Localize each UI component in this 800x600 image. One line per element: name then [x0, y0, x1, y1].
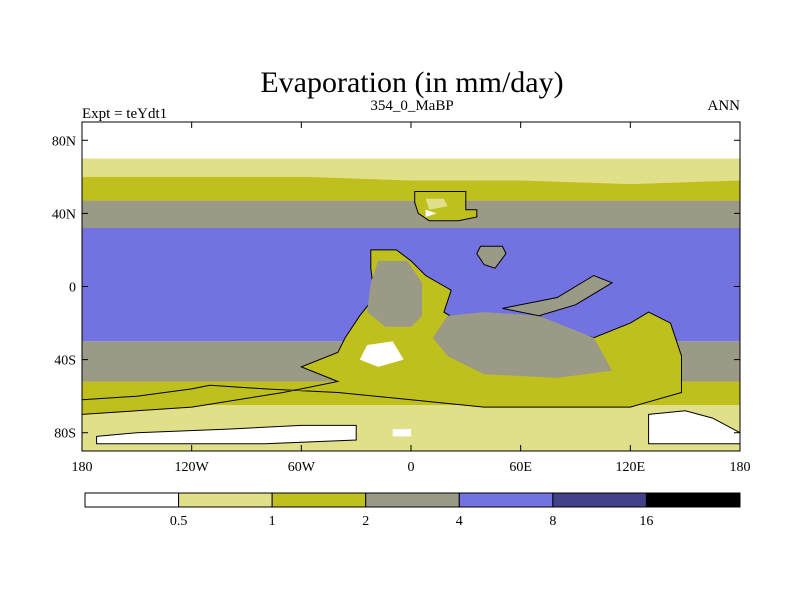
colorbar-swatch [645, 492, 741, 508]
east-peninsula [502, 274, 614, 317]
colorbar-label: 16 [639, 514, 653, 529]
north-landmass-light [425, 198, 448, 210]
evaporation-field [82, 122, 740, 451]
subtitle-left: Expt = teYdt1 [82, 106, 167, 122]
x-tick-label: 60W [288, 460, 316, 475]
y-tick-label: 0 [69, 281, 76, 296]
continent-white-spot [359, 341, 404, 367]
colorbar-label: 2 [362, 514, 369, 529]
y-tick-label: 40N [52, 207, 76, 222]
band-0 [82, 122, 740, 159]
x-tick-label: 120E [616, 460, 646, 475]
continent-interior-grey-east [432, 312, 613, 378]
axes: 180 120W 60W 0 60E 120E 180 80N 40N 0 40S 80S [52, 122, 751, 475]
x-tick-label: 180 [72, 460, 93, 475]
south-ice-east [648, 410, 740, 445]
x-tick-label: 60E [509, 460, 532, 475]
colorbar: 0.5 1 2 4 8 16 [84, 492, 741, 529]
north-light-band [82, 158, 740, 185]
colorbar-swatch [271, 492, 367, 508]
y-tick-label: 80N [52, 134, 76, 149]
colorbar-swatch [178, 492, 273, 508]
x-tick-label: 0 [408, 460, 415, 475]
band-2 [82, 176, 740, 201]
continent-interior-grey [367, 260, 422, 327]
map-plot-area [81, 121, 741, 452]
east-island [476, 245, 507, 269]
colorbar-swatch [458, 492, 554, 508]
south-ice-west [96, 424, 357, 445]
colorbar-label: 4 [456, 514, 463, 529]
colorbar-label: 8 [549, 514, 556, 529]
colorbar-swatch [365, 492, 460, 508]
x-tick-label: 120W [175, 460, 210, 475]
colorbar-swatch [552, 492, 647, 508]
colorbar-label: 0.5 [170, 514, 188, 529]
y-tick-label: 40S [54, 354, 76, 369]
north-landmass-white [425, 209, 437, 217]
south-ice-small [392, 429, 411, 437]
colorbar-swatch [84, 492, 180, 508]
y-tick-label: 80S [54, 427, 76, 442]
subtitle-center: 354_0_MaBP [370, 98, 453, 114]
colorbar-label: 1 [269, 514, 276, 529]
north-grey-band [82, 200, 740, 228]
x-tick-label: 180 [730, 460, 751, 475]
chart-title: Evaporation (in mm/day) [260, 66, 563, 99]
subtitle-right: ANN [708, 98, 741, 114]
